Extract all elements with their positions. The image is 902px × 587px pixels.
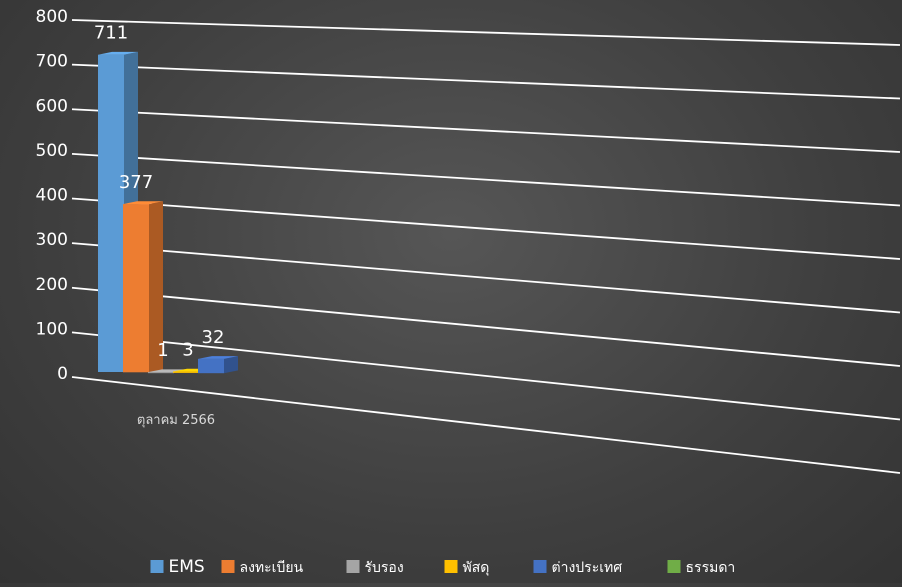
gridlines: [71, 19, 901, 474]
gridline: [71, 331, 901, 421]
legend-item: ธรรมดา: [667, 560, 736, 576]
gridline: [71, 376, 901, 474]
legend-swatch: [150, 560, 164, 573]
y-tick-label: 700: [36, 52, 68, 72]
legend-swatch: [444, 560, 458, 573]
gridline: [71, 197, 901, 260]
legend-label: ธรรมดา: [686, 560, 736, 576]
data-label: 3: [182, 340, 193, 361]
gridline: [71, 63, 901, 100]
legend-swatch: [221, 560, 235, 573]
y-tick-label: 300: [36, 230, 68, 250]
bar-5: [198, 356, 238, 374]
legend-label: รับรอง: [365, 560, 404, 576]
legend-item: รับรอง: [346, 560, 404, 576]
legend-label: EMS: [169, 557, 205, 577]
legend-label: ต่างประเทศ: [552, 560, 623, 576]
gridline: [71, 152, 901, 207]
gridline: [71, 19, 901, 46]
legend-swatch: [346, 560, 360, 573]
bar-2: [123, 201, 163, 373]
legend-item: พัสดุ: [444, 560, 490, 576]
legend-swatch: [533, 560, 547, 573]
legend: EMS ลงทะเบียน รับรอง พัสดุ ต่างประเทศ ธรรมดา: [150, 557, 736, 577]
y-axis-ticks: 0 100 200 300 400 500 600 700 800: [36, 7, 68, 384]
data-label: 32: [202, 327, 225, 348]
y-tick-label: 400: [36, 186, 68, 206]
legend-item: ต่างประเทศ: [533, 560, 623, 576]
legend-swatch: [667, 560, 681, 573]
data-label: 377: [119, 172, 153, 193]
data-label: 1: [157, 340, 168, 361]
y-tick-label: 800: [36, 7, 68, 27]
x-axis-ticks: ตุลาคม 2566: [137, 413, 215, 428]
data-label: 711: [94, 23, 128, 44]
bars: [98, 51, 238, 374]
legend-label: ลงทะเบียน: [240, 560, 304, 576]
gridline: [71, 242, 901, 314]
x-tick-label: ตุลาคม 2566: [137, 413, 215, 428]
y-tick-label: 200: [36, 275, 68, 295]
gridline: [71, 286, 901, 367]
data-labels: 711 377 1 3 32: [94, 23, 225, 361]
y-tick-label: 100: [36, 319, 68, 339]
y-tick-label: 0: [57, 364, 68, 384]
y-tick-label: 600: [36, 96, 68, 116]
gridline: [71, 108, 901, 153]
legend-label: พัสดุ: [463, 560, 490, 576]
y-tick-label: 500: [36, 141, 68, 161]
legend-item: EMS: [150, 557, 205, 577]
legend-item: ลงทะเบียน: [221, 560, 304, 576]
